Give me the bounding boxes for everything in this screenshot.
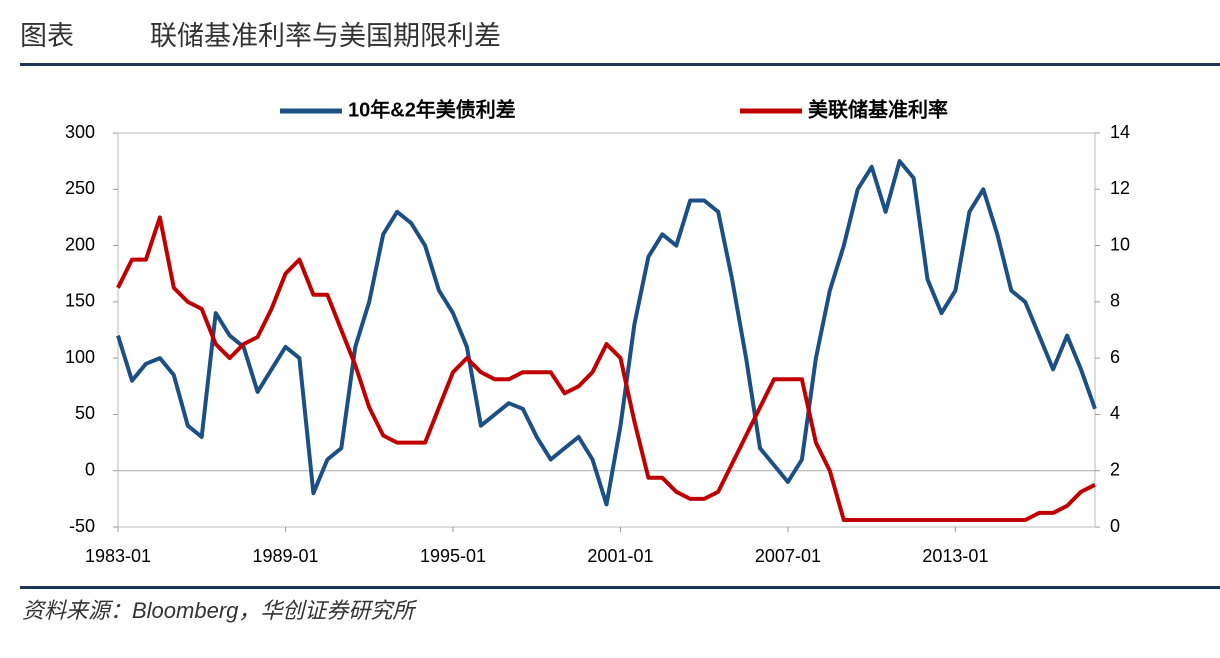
footer-rule [20, 586, 1220, 589]
y2-tick-label: 4 [1110, 403, 1120, 423]
header-rule [20, 63, 1220, 66]
y2-tick-label: 10 [1110, 234, 1130, 254]
series-line [116, 159, 1097, 507]
y-tick-label: 100 [65, 347, 95, 367]
y2-tick-label: 6 [1110, 347, 1120, 367]
y2-tick-label: 14 [1110, 122, 1130, 142]
y2-tick-label: 8 [1110, 291, 1120, 311]
series-line [116, 215, 1096, 522]
y2-tick-label: 0 [1110, 516, 1120, 536]
x-tick-label: 1995-01 [420, 546, 486, 566]
y-tick-label: 300 [65, 122, 95, 142]
y-tick-label: -50 [69, 516, 95, 536]
source-note: 资料来源：Bloomberg，华创证券研究所 [22, 598, 417, 623]
figure-title: 联储基准利率与美国期限利差 [150, 21, 501, 51]
legend-label: 美联储基准利率 [808, 97, 948, 121]
y-tick-label: 200 [65, 234, 95, 254]
x-tick-label: 2013-01 [922, 546, 988, 566]
x-tick-label: 1989-01 [252, 546, 318, 566]
x-tick-label: 2007-01 [755, 546, 821, 566]
plot-frame [117, 132, 1096, 528]
y2-tick-label: 12 [1110, 178, 1130, 198]
legend-label: 10年&2年美债利差 [348, 97, 516, 121]
x-tick-label: 1983-01 [85, 546, 151, 566]
x-tick-label: 2001-01 [587, 546, 653, 566]
y2-tick-label: 2 [1110, 459, 1120, 479]
y-tick-label: 150 [65, 291, 95, 311]
y-tick-label: 250 [65, 178, 95, 198]
y-tick-label: 50 [75, 403, 95, 423]
y-tick-label: 0 [85, 459, 95, 479]
figure-label: 图表 [20, 21, 74, 51]
